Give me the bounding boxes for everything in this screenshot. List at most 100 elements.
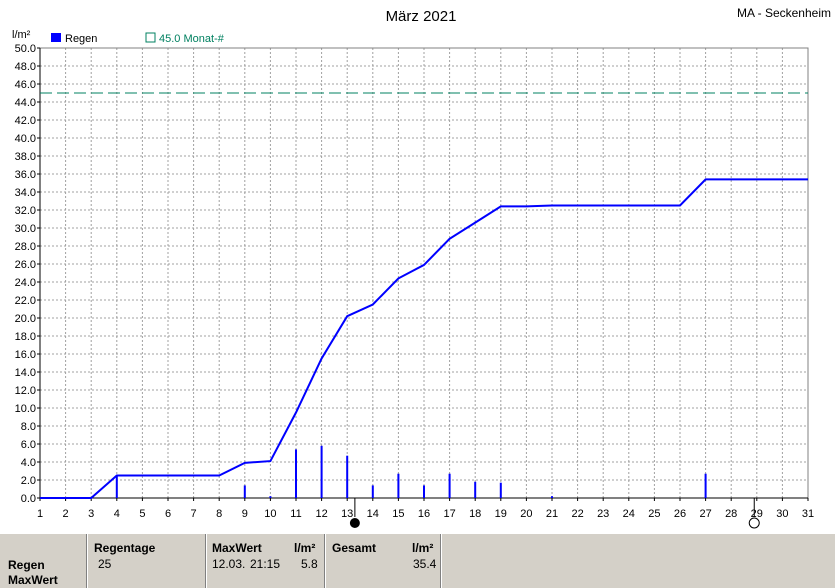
x-tick-label: 21 [546,508,558,520]
rain-bar [320,445,323,498]
moon-phases [349,498,760,529]
x-tick-label: 5 [139,508,145,520]
rain-bar [295,449,297,498]
y-tick-label: 4.0 [21,457,36,469]
full-moon-icon [748,517,760,529]
regentage-header: Regentage [94,541,156,555]
footer-divider [86,534,87,588]
x-tick-label: 31 [802,508,814,520]
footer-divider [440,534,441,588]
rain-bar [115,475,118,498]
y-tick-label: 0.0 [21,493,36,505]
y-tick-label: 44.0 [15,97,36,109]
cumulative-line [40,178,808,499]
rain-bar [474,481,477,498]
legend: Regen 45.0 Monat-# [51,32,225,45]
x-tick-label: 10 [264,508,276,520]
x-tick-label: 19 [495,508,507,520]
x-tick-label: 13 [341,508,353,520]
summary-footer [0,534,835,588]
y-tick-label: 2.0 [21,475,36,487]
x-tick-label: 14 [367,508,379,520]
x-tick-label: 27 [699,508,711,520]
x-tick-label: 23 [597,508,609,520]
rain-bar [448,473,451,498]
y-tick-label: 30.0 [15,223,36,235]
x-tick-label: 30 [776,508,788,520]
rain-bar [704,473,707,498]
y-tick-label: 26.0 [15,259,36,271]
footer-divider [87,534,88,588]
x-tick-label: 15 [392,508,404,520]
footer-divider [206,534,207,588]
x-tick-label: 25 [648,508,660,520]
y-tick-label: 50.0 [15,43,36,55]
x-tick-label: 17 [443,508,455,520]
legend-label-regen: Regen [65,33,97,45]
gesamt-value: 35.4 [413,557,437,571]
footer-divider [205,534,206,588]
x-tick-label: 16 [418,508,430,520]
legend-swatch-regen [51,33,61,42]
y-tick-label: 6.0 [21,439,36,451]
x-tick-label: 1 [37,508,43,520]
x-tick-label: 18 [469,508,481,520]
y-tick-label: 46.0 [15,79,36,91]
x-tick-label: 9 [242,508,248,520]
station-name: MA - Seckenheim [737,6,831,20]
y-tick-labels: 0.0 2.0 4.0 6.0 8.0 10.0 12.0 14.0 16.0 18.0 20.0 2… [15,43,40,505]
gesamt-header: Gesamt [332,541,377,555]
rain-bar [423,485,425,498]
x-tick-label: 26 [674,508,686,520]
rain-bar [397,473,400,498]
rain-bar [346,455,349,498]
chart-grid [40,48,808,498]
y-tick-label: 20.0 [15,313,36,325]
x-tick-label: 12 [315,508,327,520]
x-tick-labels: 1 2 3 4 5 6 7 8 9 10 11 12 13 14 15 16 17 18 19 20 21 22 23 24 2… [37,498,814,520]
y-tick-label: 36.0 [15,169,36,181]
x-tick-label: 2 [63,508,69,520]
x-tick-label: 8 [216,508,222,520]
x-tick-label: 28 [725,508,737,520]
new-moon-icon [349,518,360,528]
footer-divider [324,534,325,588]
maxwert-header: MaxWert [212,541,262,555]
y-tick-label: 40.0 [15,133,36,145]
rain-bar [243,485,246,498]
row-label-maxwert: MaxWert [8,573,58,587]
footer-divider [441,534,442,588]
y-tick-label: 38.0 [15,151,36,163]
y-tick-label: 32.0 [15,205,36,217]
rain-bar [499,482,502,498]
rain-bar [269,496,272,498]
y-tick-label: 8.0 [21,421,36,433]
rain-bar [551,496,553,498]
y-tick-label: 22.0 [15,295,36,307]
x-tick-label: 6 [165,508,171,520]
maxwert-time: 21:15 [250,557,281,571]
y-tick-label: 18.0 [15,331,36,343]
x-tick-label: 24 [623,508,635,520]
legend-swatch-monat [145,32,156,43]
y-tick-label: 28.0 [15,241,36,253]
rain-bars [115,445,707,498]
x-tick-label: 3 [88,508,94,520]
footer-divider [325,534,326,588]
y-tick-label: 48.0 [15,61,36,73]
y-tick-label: 34.0 [15,187,36,199]
x-tick-label: 7 [191,508,197,520]
y-tick-label: 12.0 [15,385,36,397]
y-tick-label: 16.0 [15,349,36,361]
cumulative-rain-line [40,178,808,499]
maxwert-value: 5.8 [301,557,318,571]
y-axis-unit: l/m² [12,29,31,41]
y-tick-label: 10.0 [15,403,36,415]
x-tick-label: 22 [571,508,583,520]
y-tick-label: 42.0 [15,115,36,127]
maxwert-unit: l/m² [294,541,316,555]
legend-label-monat: 45.0 Monat-# [159,33,225,45]
x-tick-label: 20 [520,508,532,520]
rain-bar [371,485,374,498]
gesamt-unit: l/m² [412,541,434,555]
